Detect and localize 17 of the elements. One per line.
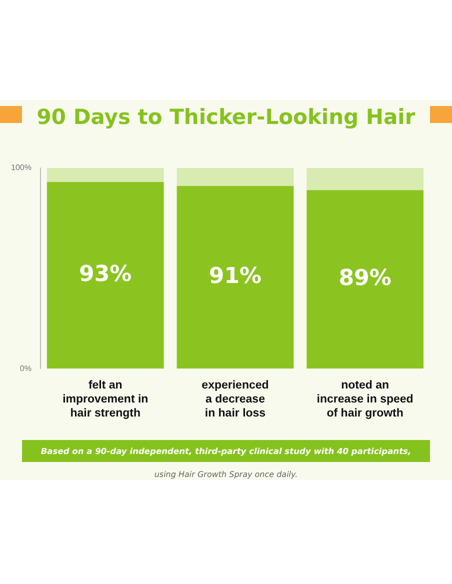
text: using Hair Growth Spray once daily. xyxy=(153,470,299,479)
data-label: 89% xyxy=(338,266,392,292)
chart-title: 90 Days to Thicker-Looking Hair xyxy=(36,105,416,129)
x-tick-label: noted an increase in speed of hair growth xyxy=(316,380,414,420)
y-tick-label: 0% xyxy=(20,364,32,373)
bar xyxy=(46,182,164,369)
bar xyxy=(176,168,294,186)
bar xyxy=(306,168,424,190)
bar xyxy=(46,168,164,182)
data-label: 93% xyxy=(79,262,132,288)
bar xyxy=(176,186,294,369)
bar xyxy=(306,190,424,369)
text: Based on a 90-day independent, third-party clinical study with 40 participants, xyxy=(22,440,430,462)
data-label: 91% xyxy=(208,264,262,290)
x-tick-label: experienced a decrease in hair loss xyxy=(202,380,269,420)
y-tick-label: 100% xyxy=(10,163,32,172)
x-tick-label: felt an improvement in hair strength xyxy=(62,380,148,420)
